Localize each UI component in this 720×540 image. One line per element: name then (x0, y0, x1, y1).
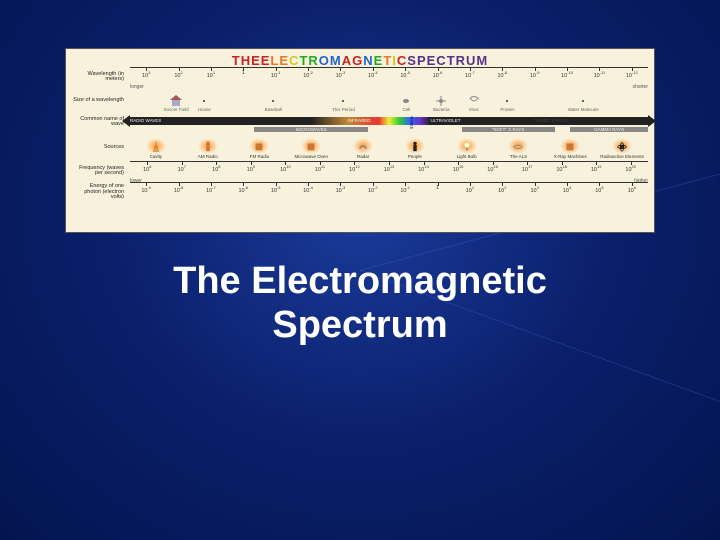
band-ultraviolet: ULTRAVIOLET (430, 118, 460, 123)
size-bacteria: Bacteria (433, 93, 450, 112)
spectrum-chart: THE ELECTROMAGNETIC SPECTRUM Wavelength … (65, 48, 655, 233)
spectrum-band: RADIO WAVES INFRARED ULTRAVIOLET "HARD" X R… (130, 117, 648, 127)
tick: 1017 (510, 164, 545, 178)
size-virus: Virus (467, 93, 481, 112)
tick: 10-8 (162, 185, 194, 199)
size-icons: Soccer Field House Baseball This Period Cell… (130, 90, 648, 112)
tick: 10-2 (292, 70, 324, 84)
source-light-bulb: Light Bulb (441, 138, 493, 159)
tick: 10-10 (551, 70, 583, 84)
tick: 1013 (372, 164, 407, 178)
tick: 10-4 (357, 70, 389, 84)
source-icons: CavityAM RadioFM RadioMicrowave OvenRada… (130, 137, 648, 159)
tick: 1019 (579, 164, 614, 178)
band-infrared: INFRARED (348, 118, 371, 123)
row-energy: Energy of one photon (electron volts) 10… (66, 184, 654, 201)
tick: 10-5 (260, 185, 292, 199)
band-radio-waves: RADIO WAVES (130, 118, 161, 123)
source-cavity: Cavity (130, 138, 182, 159)
tick: 103 (519, 185, 551, 199)
band-visible: VISIBLE (410, 116, 414, 129)
caption-line1: The Electromagnetic (0, 260, 720, 304)
tick: 1018 (544, 164, 579, 178)
tick: 102 (162, 70, 194, 84)
tick: 10-9 (130, 185, 162, 199)
source-people: People (389, 138, 441, 159)
source-the-als: The ALS (493, 138, 545, 159)
size-soccer-field: Soccer Field (164, 93, 189, 112)
band--hard-x-rays: "HARD" X RAYS (534, 118, 567, 123)
scale-frequency: 1061071081091010101110121013101410151016… (130, 164, 648, 178)
row-sources: Sources CavityAM RadioFM RadioMicrowave … (66, 132, 654, 164)
tick: 10-7 (454, 70, 486, 84)
tick: 1012 (337, 164, 372, 178)
tick: 10-6 (421, 70, 453, 84)
tick: 10-8 (486, 70, 518, 84)
tick: 106 (616, 185, 648, 199)
row-wavelength: Wavelength (in meters) 103102101110-110-… (66, 70, 654, 84)
tick: 105 (583, 185, 615, 199)
size-house: House (197, 93, 211, 112)
size-cell: Cell (399, 93, 413, 112)
tick: 10-5 (389, 70, 421, 84)
label-size: Size of a wavelength (72, 98, 130, 104)
source-radioactive-elements: Radioactive Elements (596, 138, 648, 159)
tick: 10-12 (616, 70, 648, 84)
scale-energy: 10-910-810-710-610-510-410-310-210-11101… (130, 185, 648, 199)
tick: 104 (551, 185, 583, 199)
label-frequency: Frequency (waves per second) (72, 166, 130, 177)
row-size: Size of a wavelength Soccer Field House Ba… (66, 90, 654, 112)
source-am-radio: AM Radio (182, 138, 234, 159)
tick: 108 (199, 164, 234, 178)
size-water-molecule: Water Molecule (568, 93, 599, 112)
tick: 1015 (441, 164, 476, 178)
tick: 10-1 (260, 70, 292, 84)
size-this-period: This Period (332, 93, 355, 112)
scale-wavelength: 103102101110-110-210-310-410-510-610-710… (130, 70, 648, 84)
tick: 103 (130, 70, 162, 84)
tick: 10-3 (324, 185, 356, 199)
subband-microwaves: MICROWAVES (254, 127, 368, 132)
label-sources: Sources (72, 145, 130, 151)
tick: 1 (421, 185, 453, 199)
tick: 10-7 (195, 185, 227, 199)
tick: 1 (227, 70, 259, 84)
row-frequency: Frequency (waves per second) 10610710810… (66, 164, 654, 178)
label-energy: Energy of one photon (electron volts) (72, 184, 130, 201)
size-baseball: Baseball (265, 93, 282, 112)
tick: 10-4 (292, 185, 324, 199)
tick: 10-11 (583, 70, 615, 84)
row-common-name: Common name of wave RADIO WAVESINFRAREDU… (66, 112, 654, 132)
tick: 102 (486, 185, 518, 199)
source-microwave-oven: Microwave Oven (285, 138, 337, 159)
caption-line2: Spectrum (0, 304, 720, 348)
source-x-ray-machines: X-Ray Machines (544, 138, 596, 159)
tick: 1020 (613, 164, 648, 178)
label-wavelength: Wavelength (in meters) (72, 72, 130, 83)
slide-caption: The Electromagnetic Spectrum (0, 260, 720, 347)
tick: 10-1 (389, 185, 421, 199)
source-radar: Radar (337, 138, 389, 159)
size-protein: Protein (500, 93, 514, 112)
tick: 10-6 (227, 185, 259, 199)
tick: 1010 (268, 164, 303, 178)
subband-gamma-rays: GAMMA RAYS (570, 127, 648, 132)
tick: 10-9 (519, 70, 551, 84)
tick: 1016 (475, 164, 510, 178)
tick: 101 (454, 185, 486, 199)
tick: 10-3 (324, 70, 356, 84)
tick: 106 (130, 164, 165, 178)
tick: 101 (195, 70, 227, 84)
tick: 109 (234, 164, 269, 178)
subband--soft-x-rays: "SOFT" X RAYS (462, 127, 555, 132)
tick: 1014 (406, 164, 441, 178)
source-fm-radio: FM Radio (234, 138, 286, 159)
tick: 107 (165, 164, 200, 178)
tick: 10-2 (357, 185, 389, 199)
tick: 1011 (303, 164, 338, 178)
